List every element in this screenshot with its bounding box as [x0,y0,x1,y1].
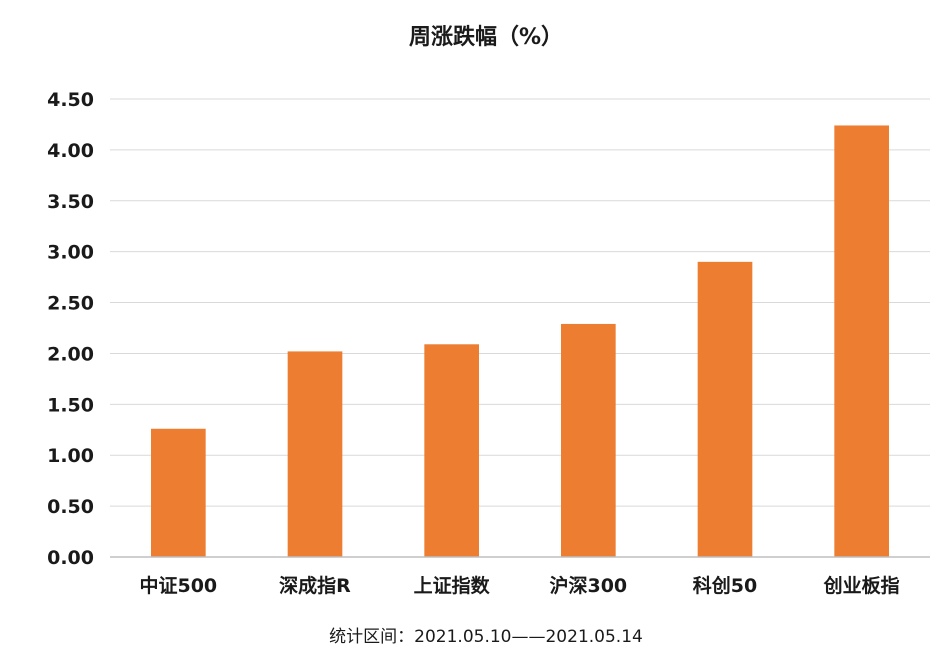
y-tick-label: 0.00 [47,547,94,569]
bar [561,323,616,557]
x-tick-label: 深成指R [279,574,351,597]
y-tick-label: 1.00 [47,445,94,467]
gridlines [110,98,930,507]
y-tick-label: 2.50 [47,293,94,315]
chart-title: 周涨跌幅（%） [409,25,563,50]
x-tick-label: 科创50 [693,574,757,597]
y-tick-label: 2.00 [47,343,94,365]
x-tick-label: 创业板指 [823,574,900,597]
bar [151,428,206,557]
y-tick-label: 4.50 [47,89,94,111]
bar [287,351,343,557]
bar [834,125,889,557]
x-tick-label: 上证指数 [414,574,491,597]
y-tick-label: 3.00 [47,242,94,264]
y-tick-label: 3.50 [47,191,94,213]
bars [151,125,889,557]
x-axis-ticks: 中证500 深成指R 上证指数 沪深300 科创50 创业板指 [139,574,899,597]
x-tick-label: 沪深300 [549,574,627,597]
y-axis-ticks: 0.00 0.50 1.00 1.50 2.00 2.50 3.00 3.50 4.00 4.50 [47,89,94,569]
bar [697,261,753,557]
bar [424,344,479,557]
x-tick-label: 中证500 [139,574,217,597]
y-tick-label: 1.50 [47,394,94,416]
y-tick-label: 4.00 [47,140,94,162]
y-tick-label: 0.50 [47,496,94,518]
footnote: 统计区间：2021.05.10——2021.05.14 [329,627,643,647]
